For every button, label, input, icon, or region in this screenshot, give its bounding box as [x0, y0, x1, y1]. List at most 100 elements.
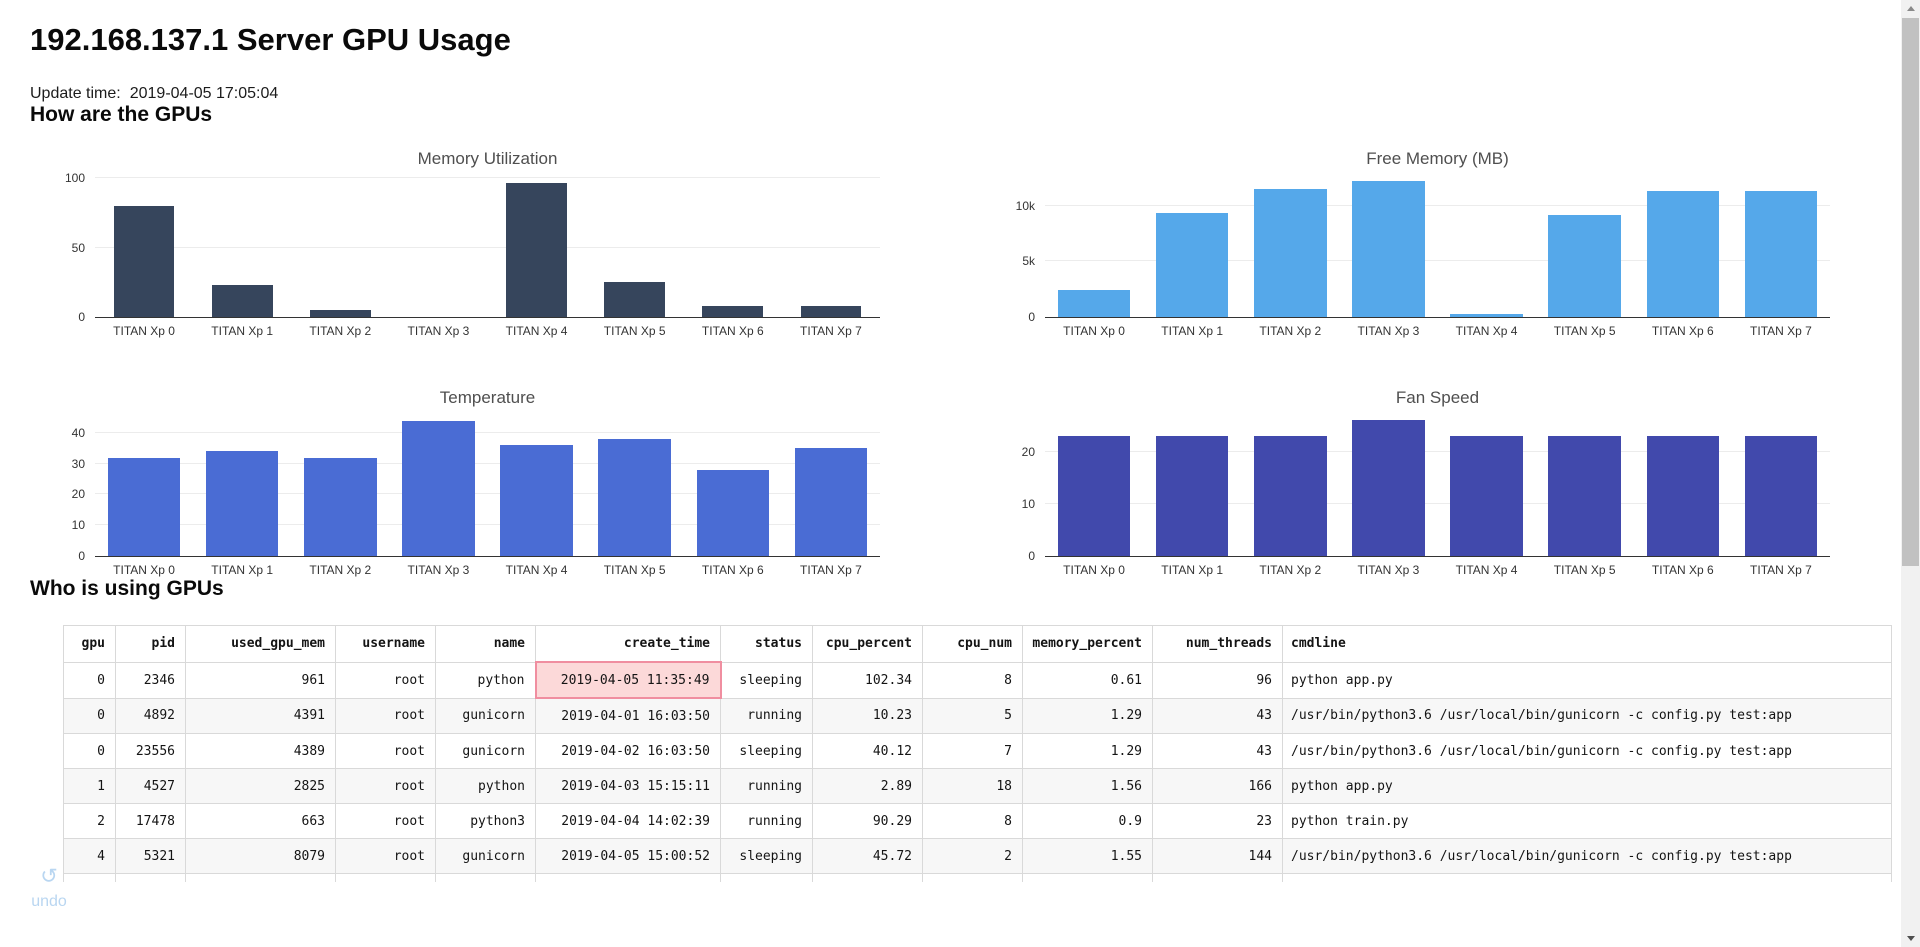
x-axis-labels: TITAN Xp 0 TITAN Xp 1 TITAN Xp 2 TITAN Xp 3… — [1045, 563, 1830, 577]
table-row: 0 4892 4391 root gunicorn 2019-04-01 16:03:50… — [63, 697, 1892, 734]
chart-memory-utilization: Memory Utilization 0 50 100 TITAN Xp 0 TITAN … — [50, 149, 880, 338]
bar-titan-xp-1 — [1155, 436, 1229, 556]
bar-titan-xp-2 — [304, 458, 377, 556]
table-cell: /usr/bin/python3.6 /usr/local/bin/gunico… — [1282, 838, 1892, 874]
scrollbar-up-button[interactable] — [1901, 0, 1920, 17]
bar-band — [193, 285, 291, 317]
bar-titan-xp-0 — [113, 206, 175, 317]
table-cell: python app.py — [1282, 768, 1892, 804]
bar-band — [291, 310, 389, 317]
table-cell — [63, 873, 116, 882]
table-cell: 1.56 — [1022, 768, 1153, 804]
bar-band — [193, 451, 291, 556]
update-time-value: 2019-04-05 17:05:04 — [129, 85, 279, 102]
table-cell: 43 — [1152, 697, 1283, 734]
table-row: 1 4527 2825 root python 2019-04-03 15:15:11 ru… — [63, 768, 1892, 804]
page-title: 192.168.137.1 Server GPU Usage — [30, 22, 511, 57]
x-tick-label: TITAN Xp 2 — [1259, 324, 1322, 338]
x-tick-label: TITAN Xp 2 — [309, 324, 372, 338]
x-tick-label: TITAN Xp 0 — [1063, 563, 1125, 577]
bar-band — [1438, 436, 1536, 556]
chart-title: Fan Speed — [1395, 388, 1480, 407]
x-tick-label: TITAN Xp 7 — [800, 563, 862, 577]
table-cell: 2019-04-02 16:03:50 — [535, 733, 721, 769]
y-tick-label: 0 — [78, 549, 85, 563]
table-cell: 0 — [63, 661, 116, 699]
table-cell: root — [335, 661, 436, 699]
chart-plot-area: 0 50 100 — [50, 171, 880, 324]
bar-titan-xp-3 — [402, 421, 475, 556]
table-cell: 2019-04-05 15:00:52 — [535, 838, 721, 874]
table-cell: sleeping — [720, 661, 813, 699]
x-tick-label: TITAN Xp 4 — [1455, 324, 1518, 338]
bar-titan-xp-1 — [205, 451, 279, 556]
x-tick-label: TITAN Xp 1 — [211, 324, 274, 338]
scroll-up-icon — [1906, 6, 1915, 11]
bar-titan-xp-5 — [1548, 436, 1621, 556]
update-time: Update time: 2019-04-05 17:05:04 — [30, 85, 1920, 103]
table-cell: 2 — [63, 803, 116, 839]
bar-band — [1045, 290, 1143, 317]
table-cell: 17478 — [115, 803, 186, 839]
table-cell — [185, 873, 336, 882]
table-cell: 4389 — [185, 733, 336, 769]
table-cell: python app.py — [1282, 661, 1892, 699]
column-header-cpu_percent: cpu_percent — [812, 625, 923, 663]
x-axis-labels: TITAN Xp 0 TITAN Xp 1 TITAN Xp 2 TITAN Xp 3… — [95, 324, 880, 338]
undo-button[interactable]: ↺ undo — [26, 866, 72, 910]
y-tick-label: 20 — [71, 487, 85, 502]
table-cell: 0 — [63, 733, 116, 769]
x-tick-label: TITAN Xp 3 — [1357, 324, 1420, 338]
table-row-partial — [63, 873, 1892, 882]
table-cell: 4 — [63, 838, 116, 874]
bar-band — [488, 445, 586, 556]
bars — [1045, 416, 1830, 556]
bar-band — [684, 306, 782, 317]
bar-band — [1241, 436, 1339, 556]
column-header-cmdline: cmdline — [1282, 625, 1892, 663]
section-heading-users: Who is using GPUs — [30, 577, 224, 600]
chart-temperature: Temperature 0 10 20 30 40 TITAN Xp 0 TITAN Xp 1… — [50, 388, 880, 577]
table-cell: 1.29 — [1022, 733, 1153, 769]
x-tick-label: TITAN Xp 4 — [505, 324, 568, 338]
table-cell: 4391 — [185, 697, 336, 734]
y-tick-label: 10k — [1015, 198, 1035, 213]
table-cell: sleeping — [720, 838, 813, 874]
table-cell: 2825 — [185, 768, 336, 804]
bar-titan-xp-7 — [1744, 436, 1818, 556]
gridline — [1045, 260, 1830, 262]
x-tick-label: TITAN Xp 5 — [1553, 563, 1616, 577]
table-cell: 1 — [63, 768, 116, 804]
undo-label: undo — [31, 893, 67, 910]
table-cell: 23556 — [115, 733, 186, 769]
bar-band — [1143, 436, 1241, 556]
x-tick-label: TITAN Xp 4 — [505, 563, 568, 577]
bar-titan-xp-4 — [1450, 436, 1523, 556]
bar-band — [291, 458, 389, 556]
bar-titan-xp-7 — [1744, 191, 1818, 317]
chart-title: Temperature — [439, 388, 536, 407]
scrollbar-down-button[interactable] — [1901, 930, 1920, 947]
table-cell: 18 — [922, 768, 1023, 804]
bar-titan-xp-3 — [1352, 420, 1425, 556]
bar-titan-xp-1 — [1155, 213, 1229, 317]
table-row: 4 5321 8079 root gunicorn 2019-04-05 15:00:52… — [63, 838, 1892, 874]
table-cell: 2346 — [115, 661, 186, 699]
scrollbar-thumb[interactable] — [1902, 18, 1919, 566]
table-cell — [922, 873, 1023, 882]
bar-band — [1438, 314, 1536, 317]
y-tick-label: 50 — [71, 240, 85, 255]
table-cell: 2019-04-01 16:03:50 — [535, 697, 721, 734]
x-tick-label: TITAN Xp 6 — [701, 563, 764, 577]
table-cell: 43 — [1152, 733, 1283, 769]
bar-titan-xp-4 — [500, 445, 573, 556]
gridline — [95, 493, 880, 495]
scrollbar[interactable] — [1901, 0, 1920, 947]
table-cell: 1.29 — [1022, 697, 1153, 734]
column-header-num_threads: num_threads — [1152, 625, 1283, 663]
table-cell: 23 — [1152, 803, 1283, 839]
x-tick-label: TITAN Xp 6 — [1651, 563, 1714, 577]
bar-titan-xp-5 — [598, 439, 671, 556]
table-cell: gunicorn — [435, 697, 536, 734]
x-tick-label: TITAN Xp 3 — [407, 324, 470, 338]
